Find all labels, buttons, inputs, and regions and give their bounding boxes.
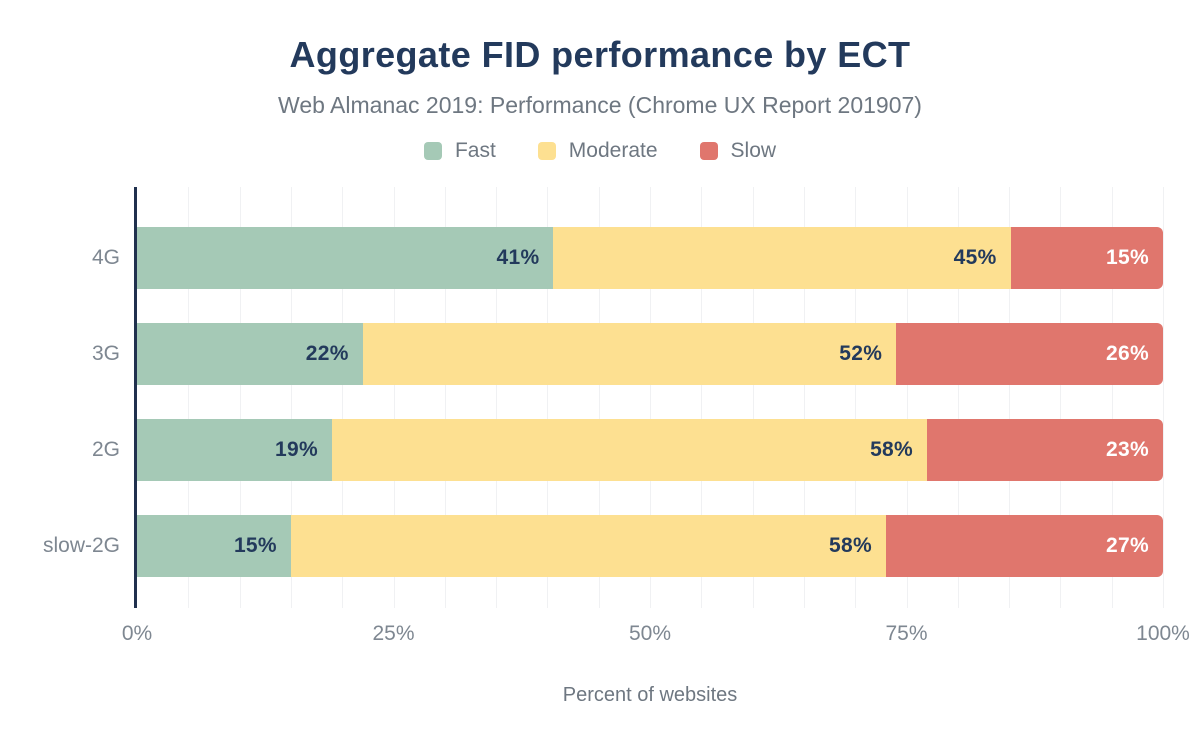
bar-segment-4g-slow[interactable]: 15% (1010, 227, 1163, 289)
category-label-4g: 4G (91, 246, 120, 269)
bar-value-label: 58% (829, 534, 872, 557)
x-tick-label-75-: 75% (885, 622, 928, 645)
gridline-30 (444, 187, 446, 608)
chart-container: Aggregate FID performance by ECT Web Alm… (0, 34, 1200, 707)
x-axis-ticks: 0% 25% 50% 75% 100% (122, 622, 1190, 650)
gridline-95 (1111, 187, 1113, 608)
category-label-slow-2g: slow-2G (42, 534, 120, 557)
bar-value-label: 58% (870, 438, 914, 461)
gridline-60 (752, 187, 754, 608)
x-tick-label-25-: 25% (372, 622, 415, 645)
bar-segment-slow-2g-slow[interactable]: 27% (885, 515, 1163, 577)
legend-item-slow: Slow (699, 139, 777, 163)
gridline-10 (239, 187, 241, 608)
gridline-5 (188, 187, 190, 608)
gridline-100 (1163, 187, 1164, 608)
plot-area: 4G 41% 45% 15% 3G 22% 52% 26% 2G 19% 58% 23% slow-2G… (43, 187, 1164, 608)
fast-swatch-icon (423, 142, 442, 160)
gridline-15 (290, 187, 292, 608)
bar-row-2g: 2G 19% 58% 23% (92, 419, 1163, 481)
x-tick-label-100-: 100% (1136, 622, 1190, 645)
legend-label-moderate: Moderate (568, 139, 658, 162)
bar-value-label: 15% (1106, 246, 1149, 269)
gridline-25 (393, 187, 395, 608)
chart-subtitle: Web Almanac 2019: Performance (Chrome UX… (278, 92, 922, 118)
bar-value-label: 27% (1106, 534, 1149, 557)
bar-value-label: 22% (305, 342, 349, 365)
category-label-3g: 3G (91, 342, 120, 365)
bar-value-label: 52% (839, 342, 883, 365)
bar-segment-4g-fast[interactable]: 41% (137, 227, 554, 289)
y-axis-line (134, 187, 137, 608)
x-axis-title: Percent of websites (562, 684, 738, 706)
legend-item-fast: Fast (423, 139, 496, 163)
bar-segment-slow-2g-fast[interactable]: 15% (137, 515, 291, 577)
gridline-65 (803, 187, 805, 608)
slow-swatch-icon (699, 142, 718, 160)
bar-value-label: 15% (233, 534, 277, 557)
bar-value-label: 23% (1106, 438, 1149, 461)
gridline-45 (598, 187, 600, 608)
plot-wrap: 4G 41% 45% 15% 3G 22% 52% 26% 2G 19% 58% 23% slow-2G… (43, 187, 1190, 707)
bar-value-label: 45% (953, 246, 997, 269)
gridline-35 (496, 187, 498, 608)
x-tick-label-50-: 50% (628, 622, 672, 645)
bar-segment-3g-fast[interactable]: 22% (137, 323, 363, 385)
gridline-70 (855, 187, 857, 608)
gridline-40 (547, 187, 549, 608)
bar-segment-3g-slow[interactable]: 26% (896, 323, 1163, 385)
chart-title: Aggregate FID performance by ECT (289, 34, 911, 75)
gridline-50 (650, 187, 651, 608)
bar-segment-2g-slow[interactable]: 23% (927, 419, 1163, 481)
gridline-85 (1009, 187, 1011, 608)
moderate-swatch-icon (537, 142, 556, 160)
bar-segment-2g-moderate[interactable]: 58% (331, 419, 928, 481)
bar-segment-2g-fast[interactable]: 19% (137, 419, 332, 481)
bar-value-label: 41% (496, 246, 540, 269)
bar-row-slow-2g: slow-2G 15% 58% 27% (43, 515, 1163, 577)
x-tick-label-0-: 0% (121, 622, 153, 645)
gridline-90 (1060, 187, 1062, 608)
legend-label-slow: Slow (730, 139, 777, 162)
bar-value-label: 19% (275, 438, 318, 461)
bar-segment-3g-moderate[interactable]: 52% (362, 323, 897, 385)
bar-segment-slow-2g-moderate[interactable]: 58% (290, 515, 886, 577)
gridline-75 (906, 187, 908, 608)
bar-segment-4g-moderate[interactable]: 45% (553, 227, 1011, 289)
gridline-20 (342, 187, 344, 608)
bar-row-4g: 4G 41% 45% 15% (92, 227, 1163, 289)
bar-row-3g: 3G 22% 52% 26% (92, 323, 1163, 385)
legend-item-moderate: Moderate (537, 139, 658, 163)
gridline-80 (957, 187, 959, 608)
category-label-2g: 2G (91, 438, 120, 461)
legend: Fast Moderate Slow (0, 139, 1200, 163)
bar-value-label: 26% (1106, 342, 1149, 365)
gridline-55 (701, 187, 703, 608)
legend-label-fast: Fast (454, 139, 496, 162)
